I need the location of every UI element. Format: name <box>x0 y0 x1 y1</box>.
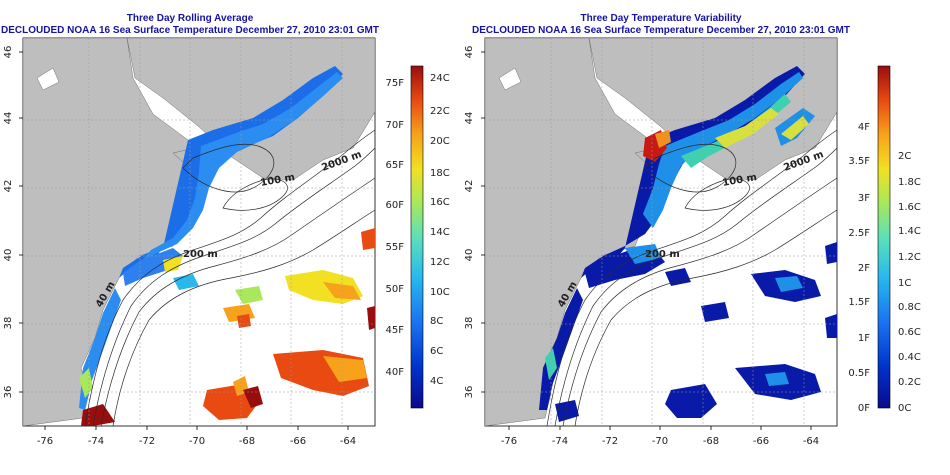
right-cb-f-label: 4F <box>858 122 870 133</box>
left-cb-c-label: 4C <box>430 376 443 387</box>
right-panel-title: Three Day Temperature Variability DECLOU… <box>462 13 860 37</box>
left-isobath-label-200: 200 m <box>183 249 218 260</box>
right-x-tick: -72 <box>602 436 618 447</box>
right-cb-f-label: 2.5F <box>848 228 870 239</box>
right-cb-c-label: 0.4C <box>898 352 921 363</box>
right-x-tick: -70 <box>652 436 668 447</box>
left-grid <box>23 38 375 426</box>
left-x-tick: -76 <box>37 436 53 447</box>
right-colorbar-bar <box>877 65 891 409</box>
left-cb-c-label: 10C <box>430 287 450 298</box>
left-y-axis: 46 44 42 40 38 36 <box>3 46 23 399</box>
right-y-tick: 38 <box>464 317 475 330</box>
left-y-tick: 40 <box>3 249 14 262</box>
right-cb-f-label: 0.5F <box>848 368 870 379</box>
left-cb-f-label: 60F <box>386 200 405 211</box>
right-y-axis: 46 44 42 40 38 36 <box>464 46 485 399</box>
left-cb-f-label: 50F <box>386 284 405 295</box>
right-y-tick: 46 <box>464 46 475 59</box>
left-cb-c-label: 12C <box>430 257 450 268</box>
right-y-tick: 36 <box>464 386 475 399</box>
left-cb-f-label: 75F <box>386 78 405 89</box>
left-x-tick: -70 <box>189 436 205 447</box>
left-y-tick: 36 <box>3 386 14 399</box>
left-colorbar: 75F 70F 65F 60F 55F 50F 45F 40F 24C 22C … <box>386 65 450 409</box>
right-cb-c-label: 0.2C <box>898 377 921 388</box>
right-cb-c-label: 1.4C <box>898 226 921 237</box>
left-subtitle: DECLOUDED NOAA 16 Sea Surface Temperatur… <box>1 25 379 36</box>
left-cb-c-label: 20C <box>430 136 450 147</box>
left-cb-f-label: 55F <box>386 242 405 253</box>
right-title: Three Day Temperature Variability <box>580 13 742 24</box>
right-x-axis: -76 -74 -72 -70 -68 -66 -64 <box>501 426 819 447</box>
left-cb-f-label: 45F <box>386 325 405 336</box>
left-map: 2000 m 100 m 200 m 40 m <box>22 37 376 427</box>
right-x-tick: -74 <box>552 436 568 447</box>
right-map: 2000 m 100 m 200 m 40 m <box>484 37 838 427</box>
right-cb-f-label: 0F <box>858 403 870 414</box>
right-cb-c-label: 1.2C <box>898 252 921 263</box>
right-cb-f-label: 1.5F <box>848 297 870 308</box>
left-title: Three Day Rolling Average <box>126 13 254 24</box>
right-isobath-label-200: 200 m <box>645 249 680 260</box>
right-cb-c-label: 1.8C <box>898 177 921 188</box>
left-cb-c-label: 22C <box>430 106 450 117</box>
right-x-tick: -66 <box>753 436 769 447</box>
right-y-tick: 40 <box>464 249 475 262</box>
left-y-tick: 38 <box>3 317 14 330</box>
left-x-axis: -76 -74 -72 -70 -68 -66 -64 <box>37 426 356 447</box>
right-subtitle: DECLOUDED NOAA 16 Sea Surface Temperatur… <box>472 25 850 36</box>
right-colorbar: 4F 3.5F 3F 2.5F 2F 1.5F 1F 0.5F 0F 2C 1.… <box>848 65 921 414</box>
right-cb-c-label: 1C <box>898 278 911 289</box>
left-cb-f-label: 70F <box>386 120 405 131</box>
left-cb-f-label: 65F <box>386 160 405 171</box>
left-cb-c-label: 18C <box>430 168 450 179</box>
left-y-tick: 42 <box>3 180 14 193</box>
right-cb-c-label: 1.6C <box>898 202 921 213</box>
right-cb-c-label: 0.8C <box>898 302 921 313</box>
right-y-tick: 42 <box>464 180 475 193</box>
left-y-tick: 46 <box>3 46 14 59</box>
right-cb-f-label: 2F <box>858 263 870 274</box>
left-x-tick: -66 <box>290 436 306 447</box>
left-cb-c-label: 14C <box>430 227 450 238</box>
left-x-tick: -68 <box>239 436 255 447</box>
left-cb-c-label: 6C <box>430 346 443 357</box>
right-x-tick: -76 <box>501 436 517 447</box>
right-grid <box>485 38 837 426</box>
right-cb-c-label: 0C <box>898 403 911 414</box>
right-cb-c-label: 0.6C <box>898 327 921 338</box>
left-x-tick: -74 <box>88 436 104 447</box>
right-x-tick: -68 <box>703 436 719 447</box>
left-colorbar-bar <box>410 65 424 409</box>
right-cb-c-label: 2C <box>898 151 911 162</box>
right-cb-f-label: 3F <box>858 193 870 204</box>
right-cb-f-label: 3.5F <box>848 156 870 167</box>
right-cb-f-label: 1F <box>858 333 870 344</box>
left-x-tick: -72 <box>139 436 155 447</box>
left-panel-title: Three Day Rolling Average DECLOUDED NOAA… <box>0 13 380 37</box>
left-cb-c-label: 16C <box>430 197 450 208</box>
left-cb-f-label: 40F <box>386 367 405 378</box>
left-cb-c-label: 8C <box>430 316 443 327</box>
right-y-tick: 44 <box>464 112 475 125</box>
right-x-tick: -64 <box>803 436 819 447</box>
left-y-tick: 44 <box>3 112 14 125</box>
left-x-tick: -64 <box>340 436 356 447</box>
left-cb-c-label: 24C <box>430 73 450 84</box>
right-variability-field <box>539 66 837 422</box>
